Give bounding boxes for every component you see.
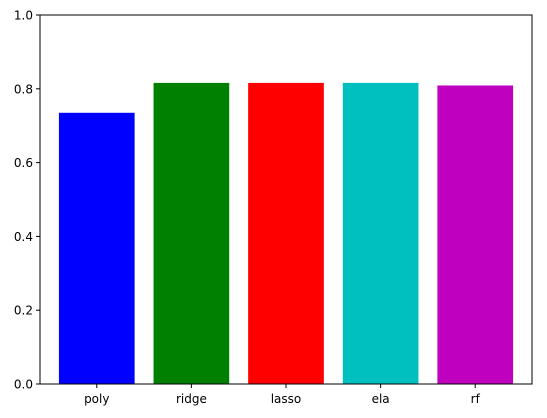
y-axis: 0.0 0.2 0.4 0.6 0.8 1.0 <box>14 9 40 392</box>
plot-frame <box>39 14 533 385</box>
x-axis: poly ridge lasso ela rf <box>84 384 481 406</box>
bar-ridge <box>153 82 230 385</box>
y-tick-label: 0.6 <box>14 156 33 170</box>
x-tick-label-rf: rf <box>471 392 481 406</box>
bar-rf <box>437 85 514 384</box>
y-tick-label: 0.0 <box>14 378 33 392</box>
y-tick-label: 1.0 <box>14 9 33 23</box>
bar-ela <box>342 82 419 385</box>
y-tick-label: 0.8 <box>14 82 33 96</box>
x-tick-label-poly: poly <box>84 392 109 406</box>
x-tick-label-lasso: lasso <box>271 392 302 406</box>
bars-group <box>58 82 514 385</box>
bar-poly <box>58 112 135 384</box>
y-tick-label: 0.4 <box>14 230 33 244</box>
x-tick-label-ridge: ridge <box>176 392 207 406</box>
y-tick-label: 0.2 <box>14 304 33 318</box>
bar-lasso <box>248 82 324 385</box>
x-tick-label-ela: ela <box>372 392 390 406</box>
